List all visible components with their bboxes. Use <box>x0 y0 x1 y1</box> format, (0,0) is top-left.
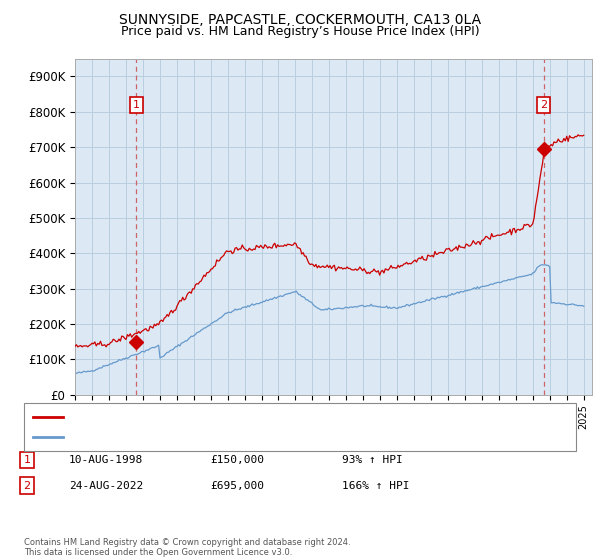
Text: 1: 1 <box>133 100 140 110</box>
Text: SUNNYSIDE, PAPCASTLE, COCKERMOUTH, CA13 0LA (detached house): SUNNYSIDE, PAPCASTLE, COCKERMOUTH, CA13 … <box>69 412 435 422</box>
Text: 166% ↑ HPI: 166% ↑ HPI <box>342 480 409 491</box>
Text: 1: 1 <box>23 455 31 465</box>
Text: 24-AUG-2022: 24-AUG-2022 <box>69 480 143 491</box>
Text: 2: 2 <box>23 480 31 491</box>
Text: £150,000: £150,000 <box>210 455 264 465</box>
Text: 2: 2 <box>540 100 547 110</box>
Text: HPI: Average price, detached house, Cumberland: HPI: Average price, detached house, Cumb… <box>69 432 326 442</box>
Text: 93% ↑ HPI: 93% ↑ HPI <box>342 455 403 465</box>
Text: 10-AUG-1998: 10-AUG-1998 <box>69 455 143 465</box>
Text: SUNNYSIDE, PAPCASTLE, COCKERMOUTH, CA13 0LA: SUNNYSIDE, PAPCASTLE, COCKERMOUTH, CA13 … <box>119 13 481 27</box>
Text: Contains HM Land Registry data © Crown copyright and database right 2024.
This d: Contains HM Land Registry data © Crown c… <box>24 538 350 557</box>
Text: Price paid vs. HM Land Registry’s House Price Index (HPI): Price paid vs. HM Land Registry’s House … <box>121 25 479 38</box>
Text: £695,000: £695,000 <box>210 480 264 491</box>
